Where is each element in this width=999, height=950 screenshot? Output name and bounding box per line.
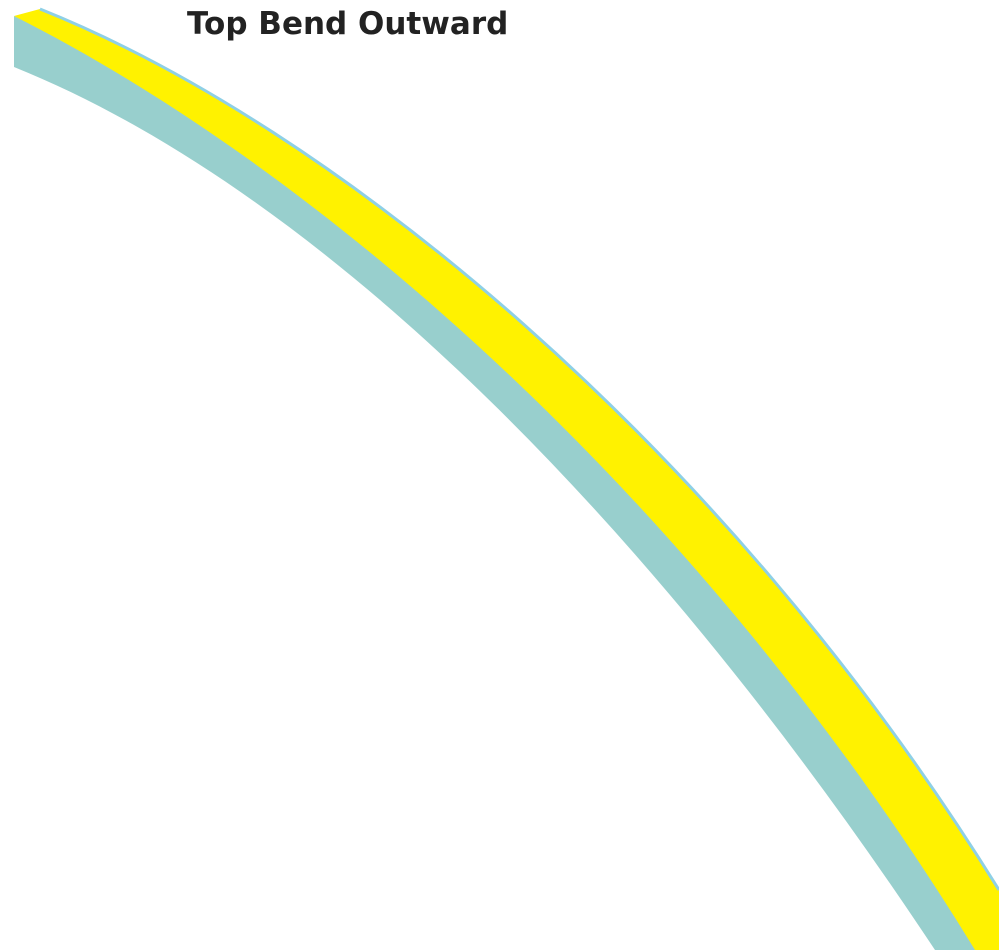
page-title: Top Bend Outward [187,6,509,42]
strip-outer-edge [39,7,999,891]
strip-side-face [14,16,999,950]
